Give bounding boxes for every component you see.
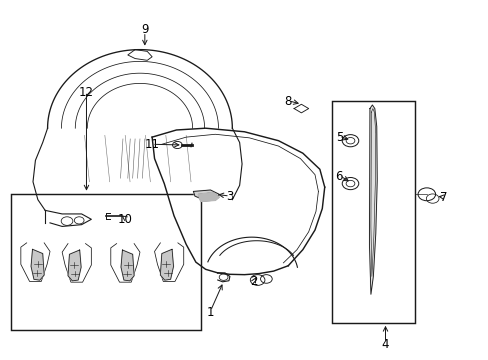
- Text: 3: 3: [226, 190, 233, 203]
- Text: 1: 1: [206, 306, 214, 319]
- Text: 5: 5: [335, 131, 342, 144]
- Text: 2: 2: [250, 275, 258, 288]
- Text: 10: 10: [118, 213, 133, 226]
- Text: 7: 7: [439, 192, 447, 204]
- Text: 4: 4: [381, 338, 388, 351]
- Polygon shape: [193, 190, 219, 200]
- Bar: [11, 194, 201, 330]
- Polygon shape: [31, 249, 44, 280]
- Text: 11: 11: [144, 138, 159, 151]
- Polygon shape: [68, 250, 81, 281]
- Polygon shape: [160, 249, 173, 280]
- Text: 9: 9: [141, 23, 148, 36]
- Polygon shape: [369, 105, 376, 294]
- Text: 12: 12: [79, 86, 94, 99]
- Polygon shape: [198, 193, 219, 202]
- Text: 6: 6: [335, 170, 343, 183]
- Polygon shape: [121, 250, 134, 281]
- Text: 8: 8: [284, 95, 291, 108]
- Bar: [331, 102, 414, 323]
